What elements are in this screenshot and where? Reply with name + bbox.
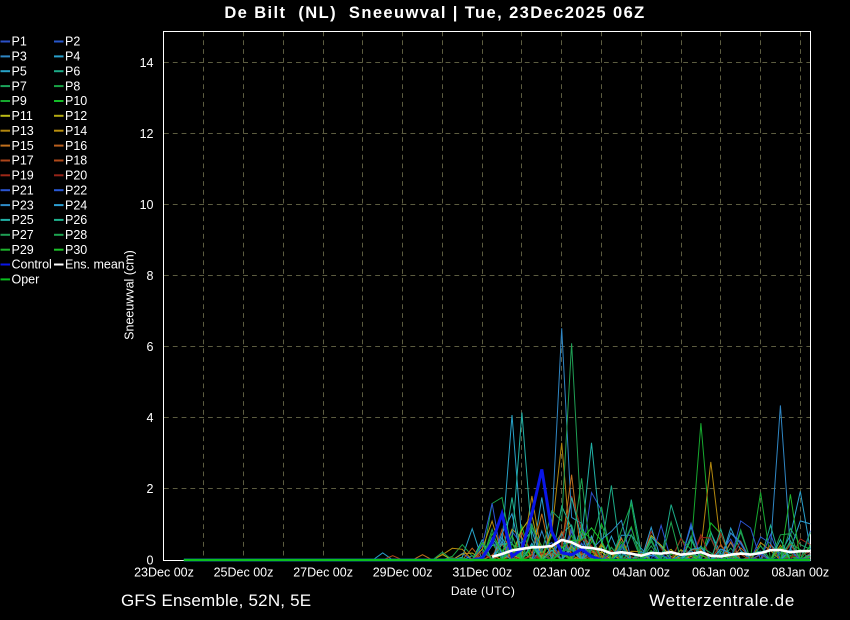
- svg-text:De Bilt (NL) Sneeuwval | Tue: De Bilt (NL) Sneeuwval | Tue, 23Dec2025 …: [224, 4, 645, 22]
- svg-text:23Dec 00z: 23Dec 00z: [134, 566, 194, 580]
- svg-text:P6: P6: [65, 64, 80, 78]
- svg-text:04Jan 00z: 04Jan 00z: [612, 566, 670, 580]
- svg-text:P4: P4: [65, 50, 80, 64]
- svg-text:P9: P9: [12, 94, 27, 108]
- svg-text:P21: P21: [12, 183, 34, 197]
- svg-text:Wetterzentrale.de: Wetterzentrale.de: [649, 591, 795, 610]
- svg-text:8: 8: [147, 269, 154, 283]
- svg-text:29Dec 00z: 29Dec 00z: [373, 566, 433, 580]
- svg-text:P14: P14: [65, 124, 87, 138]
- svg-text:P30: P30: [65, 243, 87, 257]
- svg-text:6: 6: [147, 340, 154, 354]
- svg-text:P25: P25: [12, 213, 34, 227]
- svg-text:Sneeuwval (cm): Sneeuwval (cm): [123, 250, 137, 340]
- svg-text:P3: P3: [12, 50, 27, 64]
- svg-text:02Jan 00z: 02Jan 00z: [533, 566, 591, 580]
- svg-text:P7: P7: [12, 79, 27, 93]
- svg-text:P15: P15: [12, 139, 34, 153]
- svg-text:P22: P22: [65, 183, 87, 197]
- svg-text:P5: P5: [12, 64, 27, 78]
- svg-text:P20: P20: [65, 169, 87, 183]
- svg-text:27Dec 00z: 27Dec 00z: [293, 566, 353, 580]
- svg-text:0: 0: [147, 553, 154, 567]
- svg-text:12: 12: [140, 127, 154, 141]
- svg-text:P29: P29: [12, 243, 34, 257]
- svg-text:06Jan 00z: 06Jan 00z: [692, 566, 750, 580]
- svg-text:P16: P16: [65, 139, 87, 153]
- svg-text:Ens. mean: Ens. mean: [65, 258, 125, 272]
- svg-text:08Jan 00z: 08Jan 00z: [771, 566, 829, 580]
- svg-text:P1: P1: [12, 35, 27, 49]
- svg-text:P11: P11: [12, 109, 33, 123]
- svg-text:P24: P24: [65, 198, 87, 212]
- svg-text:P12: P12: [65, 109, 87, 123]
- svg-text:P27: P27: [12, 228, 34, 242]
- svg-text:P28: P28: [65, 228, 87, 242]
- svg-text:31Dec 00z: 31Dec 00z: [452, 566, 512, 580]
- svg-text:Oper: Oper: [12, 273, 40, 287]
- svg-text:P26: P26: [65, 213, 87, 227]
- svg-text:25Dec 00z: 25Dec 00z: [214, 566, 274, 580]
- svg-text:P13: P13: [12, 124, 34, 138]
- svg-text:P19: P19: [12, 169, 34, 183]
- svg-text:P23: P23: [12, 198, 34, 212]
- svg-text:Date (UTC): Date (UTC): [451, 584, 515, 598]
- svg-text:4: 4: [147, 411, 154, 425]
- svg-text:10: 10: [140, 198, 154, 212]
- svg-text:GFS Ensemble, 52N, 5E: GFS Ensemble, 52N, 5E: [121, 591, 311, 610]
- svg-text:2: 2: [147, 482, 154, 496]
- svg-text:P18: P18: [65, 154, 87, 168]
- svg-text:P2: P2: [65, 35, 80, 49]
- svg-text:P10: P10: [65, 94, 87, 108]
- svg-text:14: 14: [140, 56, 154, 70]
- svg-text:P17: P17: [12, 154, 34, 168]
- svg-text:P8: P8: [65, 79, 80, 93]
- svg-text:Control: Control: [12, 258, 52, 272]
